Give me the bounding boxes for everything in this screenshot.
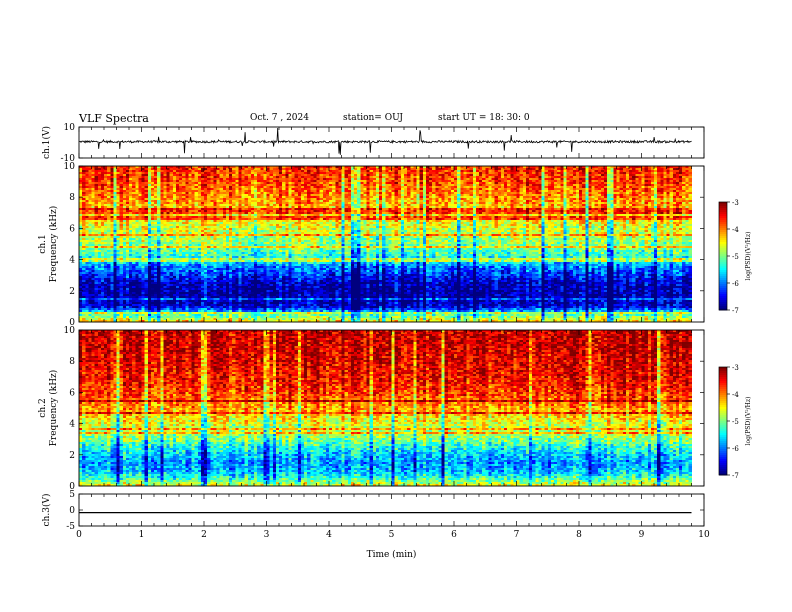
- colorbar-tick-label: -4: [732, 226, 739, 234]
- y-tick-label: 4: [69, 420, 75, 430]
- spectrogram-image: [79, 166, 692, 322]
- y-tick-label: 8: [69, 357, 75, 367]
- y-tick-label: 4: [69, 256, 75, 266]
- colorbar-tick-label: -5: [732, 418, 739, 426]
- x-tick-label: 10: [698, 530, 710, 540]
- colorbar: -3 -4 -5 -6 -7 log(PSD)(V²/Hz): [719, 364, 752, 480]
- y-tick-label: 6: [69, 224, 75, 234]
- y-axis-label-frequency: Frequency (kHz): [48, 206, 59, 283]
- y-tick-label: 10: [64, 326, 76, 336]
- waveform-trace: [79, 128, 692, 155]
- y-tick-label: 2: [69, 287, 75, 297]
- y-tick-label: 10: [64, 123, 76, 133]
- y-tick-label: 6: [69, 388, 75, 398]
- spectrogram-image: [79, 330, 692, 486]
- x-tick-label: 7: [514, 530, 520, 540]
- x-tick-label: 0: [76, 530, 82, 540]
- y-axis-label: ch.3(V): [41, 494, 52, 527]
- colorbar-tick-label: -7: [732, 307, 739, 315]
- colorbar-label: log(PSD)(V²/Hz): [745, 232, 752, 281]
- x-tick-label: 1: [139, 530, 145, 540]
- x-axis-label: Time (min): [367, 549, 417, 560]
- y-axis-label-frequency: Frequency (kHz): [48, 370, 59, 447]
- colorbar-tick-label: -6: [732, 445, 739, 453]
- y-tick-label: 0: [69, 506, 75, 516]
- y-tick-label: -5: [66, 522, 75, 532]
- x-tick-label: 4: [326, 530, 332, 540]
- colorbar-tick-label: -3: [732, 364, 739, 372]
- x-tick-label: 3: [264, 530, 270, 540]
- x-tick-label: 9: [639, 530, 645, 540]
- y-tick-label: 2: [69, 451, 75, 461]
- y-tick-label: 10: [64, 162, 76, 172]
- colorbar-label: log(PSD)(V²/Hz): [745, 397, 752, 446]
- y-axis-label: ch.2: [38, 398, 48, 417]
- colorbar-tick-label: -5: [732, 253, 739, 261]
- colorbar-tick-label: -7: [732, 472, 739, 480]
- y-axis-label: ch.1: [38, 234, 48, 253]
- x-tick-label: 5: [389, 530, 395, 540]
- y-axis-label: ch.1(V): [41, 126, 52, 159]
- x-tick-label: 2: [201, 530, 207, 540]
- colorbar-tick-label: -6: [732, 280, 739, 288]
- x-tick-label: 8: [576, 530, 582, 540]
- y-tick-label: 8: [69, 193, 75, 203]
- colorbar-tick-label: -4: [732, 391, 739, 399]
- colorbar: -3 -4 -5 -6 -7 log(PSD)(V²/Hz): [719, 199, 752, 315]
- y-tick-label: 5: [69, 490, 75, 500]
- colorbar-tick-label: -3: [732, 199, 739, 207]
- x-tick-label: 6: [451, 530, 457, 540]
